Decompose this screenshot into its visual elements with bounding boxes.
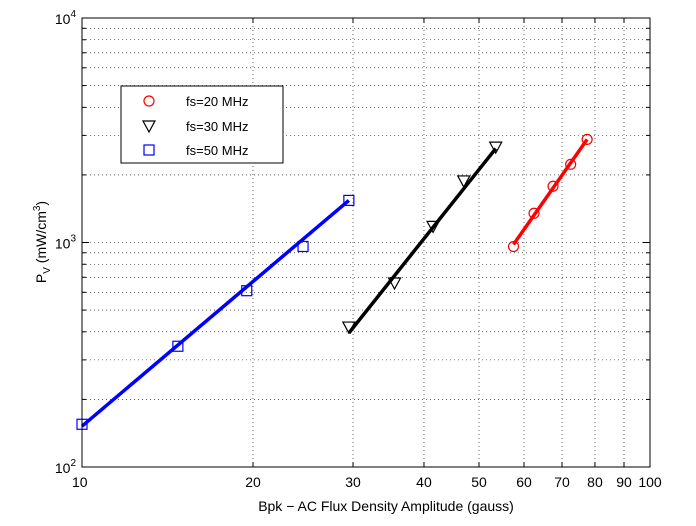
x-tick-labels: 10 20 30 40 50 60 70 80 90 100 [72, 474, 662, 490]
data-point-series-1 [426, 220, 441, 234]
legend-label-fs30: fs=30 MHz [186, 119, 249, 134]
x-tick-label: 20 [245, 474, 261, 490]
legend-marker-series-0 [143, 95, 155, 107]
data-point-series-1 [341, 321, 356, 335]
legend-label-fs20: fs=20 MHz [186, 94, 249, 109]
data-point-series-1 [456, 175, 471, 189]
data-point-series-0 [547, 180, 559, 192]
legend-marker-series-1 [141, 120, 157, 134]
x-tick-label: 10 [72, 474, 88, 490]
x-tick-label: 40 [416, 474, 432, 490]
legend-label-fs50: fs=50 MHz [186, 143, 249, 158]
fit-lines [80, 138, 589, 428]
data-point-series-1 [387, 277, 402, 291]
data-point-series-2 [172, 340, 184, 352]
y-tick-label: 103 [55, 234, 77, 252]
x-tick-label: 70 [554, 474, 570, 490]
y-tick-label: 104 [55, 9, 77, 27]
data-point-series-2 [343, 194, 355, 207]
y-tick-label: 102 [55, 458, 77, 476]
x-tick-label: 50 [471, 474, 487, 490]
x-tick-label: 100 [638, 474, 662, 490]
y-tick-labels: 102 103 104 [55, 9, 77, 476]
fit-line-series-0 [512, 138, 589, 246]
legend: fs=20 MHz fs=30 MHz fs=50 MHz [120, 85, 284, 164]
data-markers [76, 133, 593, 430]
data-point-series-0 [581, 133, 593, 145]
x-tick-label: 30 [345, 474, 361, 490]
x-tick-label: 60 [516, 474, 532, 490]
data-point-series-0 [507, 240, 520, 253]
x-tick-label: 90 [616, 474, 632, 490]
legend-markers [141, 95, 157, 156]
y-axis-label: PV (mW/cm3) [32, 201, 53, 283]
data-point-series-0 [565, 158, 577, 170]
fit-line-series-1 [347, 147, 498, 335]
x-tick-label: 80 [587, 474, 603, 490]
data-point-series-2 [297, 240, 309, 253]
data-point-series-2 [241, 285, 253, 297]
fit-line-series-2 [80, 199, 350, 428]
x-axis-label: Bpk − AC Flux Density Amplitude (gauss) [258, 498, 514, 514]
grid [82, 18, 650, 467]
data-point-series-1 [488, 141, 503, 155]
legend-marker-series-2 [143, 144, 155, 156]
axis-ticks [81, 18, 651, 468]
data-point-series-0 [528, 207, 540, 219]
legend-box [120, 85, 284, 164]
